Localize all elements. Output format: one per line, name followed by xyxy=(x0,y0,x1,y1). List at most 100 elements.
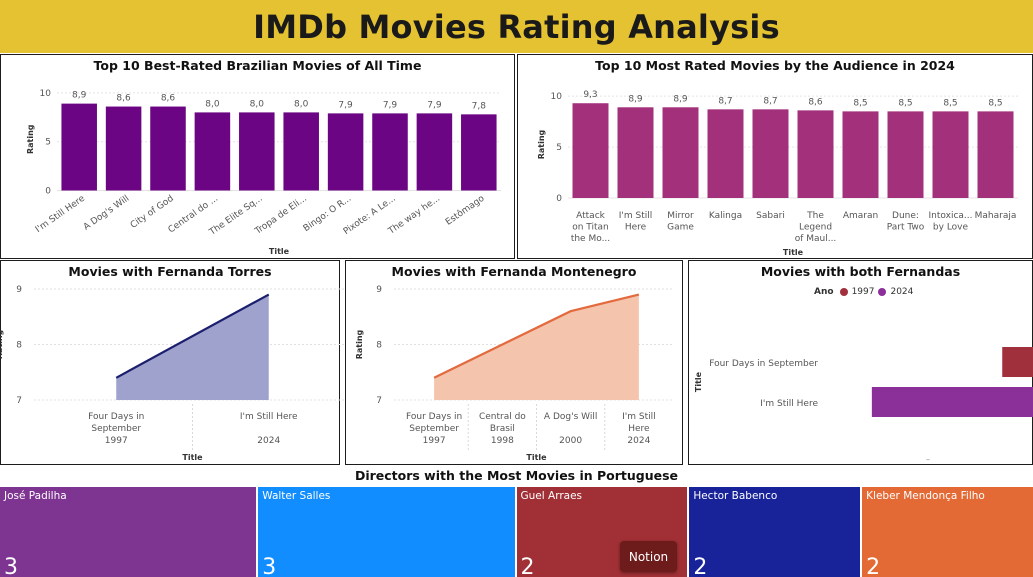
y-tick-label: 10 xyxy=(40,89,52,99)
x-axis-placeholder: – xyxy=(926,455,930,464)
chart-title: Movies with Fernanda Torres xyxy=(68,264,272,279)
bar xyxy=(797,110,834,198)
data-label: 8,9 xyxy=(673,94,688,104)
data-label: 8,9 xyxy=(72,91,87,101)
bar xyxy=(105,106,142,191)
y-axis-label: Rating xyxy=(537,129,546,159)
treemap-tile-value: 2 xyxy=(693,555,708,577)
page-title: IMDb Movies Rating Analysis xyxy=(253,7,780,46)
data-label: 8,6 xyxy=(161,94,176,104)
x-tick-label: Sabari xyxy=(756,211,785,221)
y-tick-label: 10 xyxy=(551,92,563,102)
treemap-tile-value: 3 xyxy=(4,555,18,577)
bar xyxy=(842,111,879,198)
treemap-tile-label: Walter Salles xyxy=(262,490,331,502)
x-tick-label: A Dog's Will xyxy=(82,194,131,233)
bar xyxy=(283,112,319,191)
y-tick-label: 9 xyxy=(376,285,382,295)
y-tick-label: 5 xyxy=(45,138,51,148)
data-label: 8,5 xyxy=(943,98,957,108)
bar xyxy=(932,111,969,198)
data-label: 8,5 xyxy=(988,98,1002,108)
bar xyxy=(372,113,408,191)
treemap-tile[interactable]: Hector Babenco 2 xyxy=(689,487,861,577)
bar xyxy=(1002,347,1033,377)
y-tick-label: Four Days in September xyxy=(709,359,818,369)
legend-label-2024: 2024 xyxy=(890,287,914,297)
data-label: 9,3 xyxy=(583,90,597,100)
area-fill xyxy=(116,294,269,400)
bar xyxy=(871,387,1033,417)
treemap-tile[interactable]: Kleber Mendonça Filho 2 xyxy=(862,487,1033,577)
data-label: 8,9 xyxy=(628,94,643,104)
y-tick-label: 7 xyxy=(376,396,382,406)
x-year-label: 2000 xyxy=(559,436,582,446)
x-tick-label: Four Days in September xyxy=(88,412,144,434)
area-chart-svg: 7 8 9 Rating Four Days in September 1997 Centra… xyxy=(355,285,673,462)
bar xyxy=(887,111,924,198)
x-year-label: 1998 xyxy=(491,436,514,446)
bar xyxy=(416,113,453,191)
bar xyxy=(977,111,1014,198)
x-axis-label: Title xyxy=(526,453,547,462)
data-label: 8,0 xyxy=(250,99,265,109)
data-label: 8,6 xyxy=(808,97,823,107)
y-axis-label: Title xyxy=(694,371,703,392)
y-tick-label: I'm Still Here xyxy=(760,399,818,409)
chart-title: Movies with both Fernandas xyxy=(760,264,961,279)
x-year-label: 2024 xyxy=(257,436,280,446)
y-axis-label: Rating xyxy=(26,124,35,154)
treemap-title: Directors with the Most Movies in Portug… xyxy=(354,468,679,483)
chart-legend: Ano 1997 2024 xyxy=(814,287,913,297)
x-tick-label: I'm Still Here xyxy=(619,211,653,233)
y-tick-label: 9 xyxy=(16,285,22,295)
legend-title: Ano xyxy=(814,287,834,297)
x-axis-label: Title xyxy=(783,248,804,257)
chart-top-2024: Top 10 Most Rated Movies by the Audience… xyxy=(517,54,1033,259)
x-axis-label: Title xyxy=(269,247,290,256)
x-tick-label: Dune: Part Two xyxy=(887,211,925,233)
x-tick-label: Mirror Game xyxy=(667,211,694,233)
treemap-tile-value: 3 xyxy=(262,555,277,577)
legend-dot-2024 xyxy=(878,288,887,296)
bar-chart-svg: 0 5 10 Rating 8,9 I'm Still Here 8,6 A Dog's Wi… xyxy=(26,89,501,256)
data-label: 8,0 xyxy=(294,99,309,109)
notion-badge[interactable]: Notion xyxy=(620,541,677,572)
x-tick-label: I'm Still Here xyxy=(34,194,87,236)
x-tick-label: Attack on Titan the Mo... xyxy=(571,211,610,244)
x-year-label: 2024 xyxy=(627,436,650,446)
chart-title: Top 10 Best-Rated Brazilian Movies of Al… xyxy=(93,58,422,73)
bar xyxy=(707,109,744,198)
treemap-tile-label: Guel Arraes xyxy=(520,490,583,502)
bar xyxy=(662,107,699,198)
bar xyxy=(752,109,789,198)
x-year-label: 1997 xyxy=(105,436,128,446)
legend-dot-1997 xyxy=(839,288,848,296)
data-label: 8,5 xyxy=(853,98,867,108)
treemap-tile[interactable]: Walter Salles 3 xyxy=(258,487,515,577)
y-tick-label: 5 xyxy=(556,143,562,153)
hbar-chart-svg: Four Days in September I'm Still Here Titl… xyxy=(694,347,1033,464)
x-tick-label: Kalinga xyxy=(709,211,742,221)
y-tick-label: 8 xyxy=(16,341,22,351)
treemap-tile-label: Hector Babenco xyxy=(693,490,778,502)
x-tick-label: Estômago xyxy=(443,193,487,228)
bar xyxy=(572,103,609,198)
bar xyxy=(239,112,275,191)
data-label: 7,9 xyxy=(338,100,353,110)
bar xyxy=(461,114,497,191)
x-tick-label: I'm Still Here xyxy=(240,412,298,422)
data-label: 8,0 xyxy=(205,99,220,109)
y-tick-label: 8 xyxy=(376,341,382,351)
series-line xyxy=(115,293,270,379)
data-label: 7,8 xyxy=(472,101,487,111)
treemap-tile-value: 2 xyxy=(520,555,535,577)
x-tick-label: Amaran xyxy=(843,211,878,221)
data-label: 8,5 xyxy=(898,98,912,108)
data-label: 8,7 xyxy=(718,96,732,106)
dashboard-header: IMDb Movies Rating Analysis xyxy=(0,0,1033,53)
treemap-tile[interactable]: José Padilha 3 xyxy=(0,487,257,577)
treemap-tile-value: 2 xyxy=(866,555,881,577)
x-tick-label: I'm Still Here xyxy=(622,412,656,434)
chart-top-brazilian: Top 10 Best-Rated Brazilian Movies of Al… xyxy=(0,54,515,259)
